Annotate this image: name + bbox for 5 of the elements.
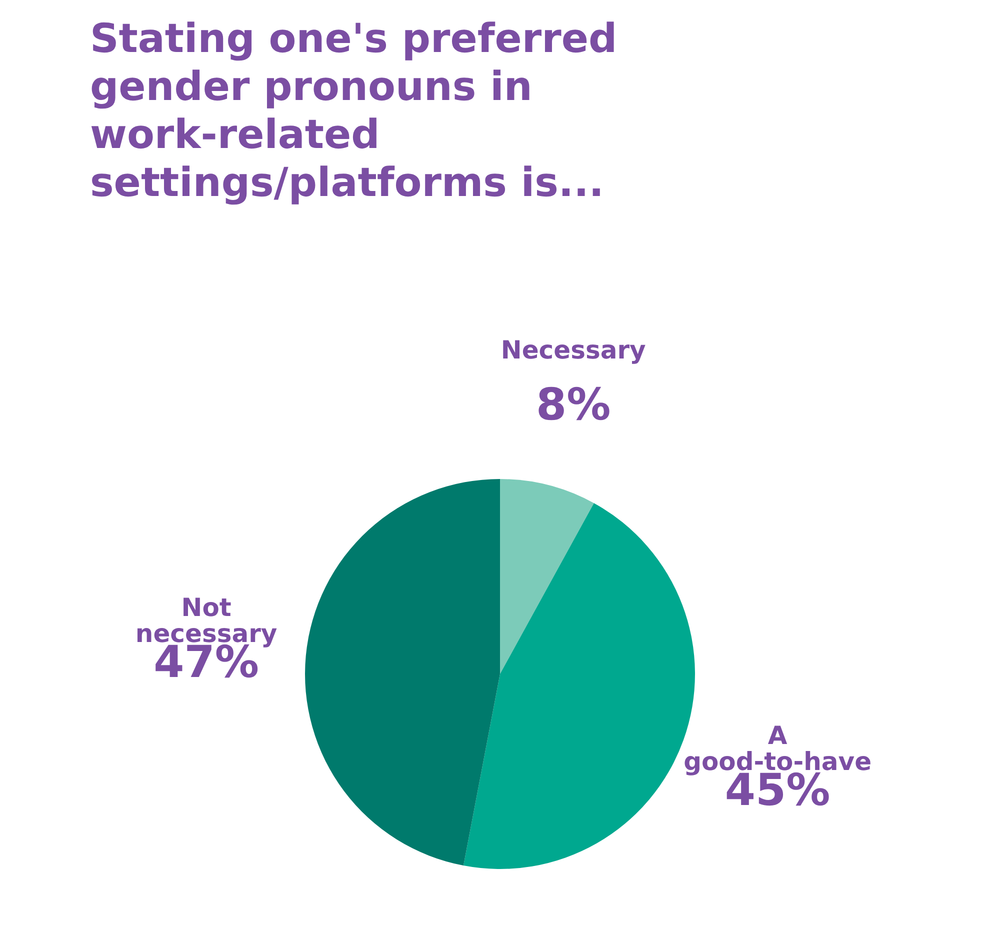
pie-slice: [305, 479, 500, 866]
chart-title: Stating one's preferred gender pronouns in work-related settings/platforms is...: [90, 16, 618, 206]
pie-slice: [500, 479, 594, 674]
data-label: 8%: [536, 379, 611, 430]
slice-label: Necessary: [500, 335, 646, 364]
